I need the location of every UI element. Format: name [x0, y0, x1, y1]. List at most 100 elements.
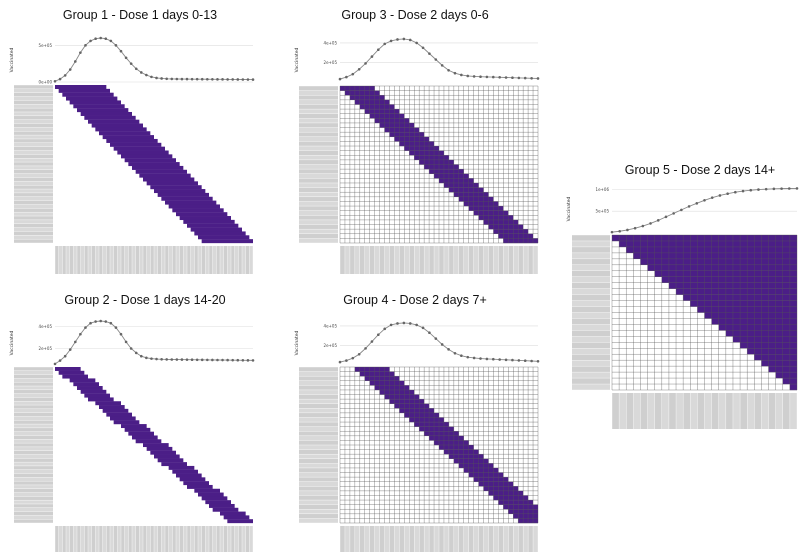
row-label-box [572, 235, 610, 241]
row-label-box [299, 518, 338, 523]
row-label-box [14, 169, 53, 174]
col-label-box [449, 246, 454, 274]
heatmap-cell-run [384, 394, 420, 400]
col-label-box [73, 246, 77, 274]
heatmap-cell-run [340, 86, 375, 91]
y-tick-label: 5e+05 [39, 43, 53, 48]
series-point [741, 189, 745, 193]
row-label-box [299, 127, 338, 132]
series-point [99, 319, 102, 323]
row-label-box [299, 403, 338, 409]
y-axis-label: Vaccinated [9, 48, 15, 73]
y-axis-label: Vaccinated [294, 331, 300, 356]
col-label-box [782, 393, 790, 429]
col-label-box [340, 246, 345, 274]
heatmap-cell-run [172, 469, 198, 474]
col-label-box [179, 526, 184, 552]
y-tick-label: 2e+05 [324, 343, 338, 348]
series-point [421, 46, 425, 50]
col-label-box [102, 526, 107, 552]
heatmap-cell-run [414, 422, 449, 427]
col-label-box [404, 526, 410, 552]
heatmap-cell-run [404, 146, 439, 151]
row-label-box [299, 390, 338, 395]
row-label-box [14, 371, 53, 375]
heatmap-cell-run [424, 431, 459, 436]
row-label-box [14, 428, 53, 432]
row-label-box [14, 150, 53, 155]
series-point [536, 359, 540, 363]
row-label-box [14, 507, 53, 512]
col-label-box [449, 526, 454, 552]
col-label-box [690, 393, 698, 429]
heatmap-cell-run [62, 374, 88, 379]
heatmap-cell-run [374, 118, 410, 124]
series-point [74, 340, 77, 344]
row-label-box [14, 127, 53, 132]
row-label-box [299, 160, 338, 165]
row-label-box [299, 399, 338, 404]
col-label-box [444, 246, 449, 274]
heatmap-cell-run [113, 146, 165, 151]
chart-title: Group 4 - Dose 2 days 7+ [343, 293, 487, 307]
row-label-box [14, 397, 53, 402]
heatmap-cell-run [99, 131, 151, 136]
col-label-box [528, 246, 533, 274]
heatmap-cell-run [124, 158, 176, 163]
heatmap-cell-run [58, 88, 110, 93]
series-point [345, 359, 348, 362]
series-point [357, 67, 361, 71]
series-point [408, 322, 412, 325]
series-point [124, 340, 128, 344]
col-label-box [633, 393, 641, 429]
row-label-box [14, 119, 53, 124]
series-point [246, 359, 250, 362]
row-label-box [14, 227, 53, 232]
series-point [180, 77, 184, 81]
heatmap-cell-run [146, 446, 173, 451]
col-label-box [463, 526, 469, 552]
heatmap-cell-run [354, 367, 390, 372]
series-point [165, 77, 168, 81]
col-label-box [345, 246, 350, 274]
row-label-box [14, 469, 53, 474]
heatmap-cell-run [374, 385, 410, 391]
row-label-box [299, 197, 338, 202]
col-label-box [493, 526, 499, 552]
heatmap-cell-run [62, 92, 114, 97]
row-label-box [299, 220, 338, 225]
col-label-box [88, 246, 92, 274]
series-point [53, 362, 57, 366]
series-point [504, 358, 508, 362]
heatmap-cell-run [172, 208, 224, 213]
row-label-box [14, 447, 53, 451]
row-label-box [14, 108, 53, 112]
row-label-box [14, 439, 53, 443]
col-label-box [518, 526, 523, 552]
col-label-box [77, 246, 81, 274]
row-label-box [299, 394, 338, 399]
col-label-box [234, 246, 239, 274]
series-point [402, 37, 406, 41]
col-label-box [106, 246, 110, 274]
col-label-box [223, 246, 228, 274]
series-point [408, 38, 412, 42]
heatmap-cell-run [448, 454, 484, 459]
heatmap-cell-run [55, 367, 81, 371]
col-label-box [718, 393, 726, 429]
series-point [236, 358, 240, 362]
series-point [63, 354, 67, 358]
heatmap-cell-run [478, 481, 514, 487]
row-label-box [572, 265, 610, 271]
heatmap-cell-run [183, 481, 209, 486]
row-label-box [14, 173, 53, 178]
heatmap-cell-run [99, 405, 125, 410]
series-point [440, 64, 444, 67]
heatmap-cell-run [463, 467, 499, 473]
panel-group-5: Group 5 - Dose 2 days 14+ Vaccinated 1e+0… [560, 155, 799, 435]
series-point [402, 321, 406, 325]
col-label-box [55, 526, 59, 552]
heatmap-cell-run [80, 111, 132, 116]
row-label-box [299, 123, 338, 128]
col-label-box [249, 246, 253, 274]
